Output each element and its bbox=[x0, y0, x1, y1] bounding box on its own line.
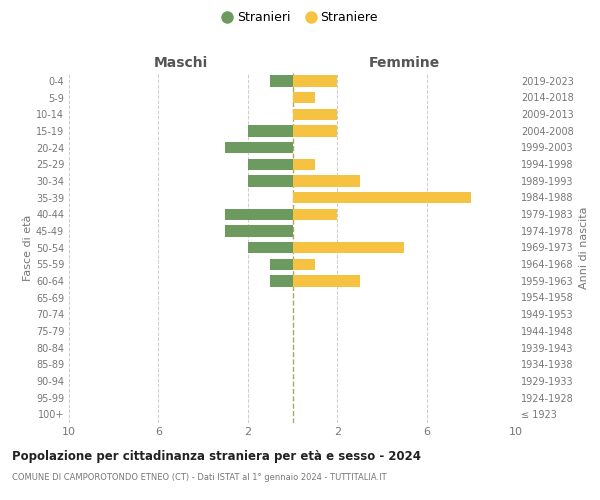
Bar bbox=[248, 242, 293, 253]
Text: Femmine: Femmine bbox=[368, 56, 440, 70]
Text: Popolazione per cittadinanza straniera per età e sesso - 2024: Popolazione per cittadinanza straniera p… bbox=[12, 450, 421, 463]
Bar bbox=[248, 158, 293, 170]
Bar bbox=[226, 142, 293, 153]
Text: Maschi: Maschi bbox=[154, 56, 208, 70]
Bar bbox=[248, 125, 293, 136]
Bar bbox=[226, 208, 293, 220]
Bar bbox=[293, 125, 337, 136]
Y-axis label: Anni di nascita: Anni di nascita bbox=[579, 206, 589, 288]
Bar bbox=[293, 208, 337, 220]
Text: COMUNE DI CAMPOROTONDO ETNEO (CT) - Dati ISTAT al 1° gennaio 2024 - TUTTITALIA.I: COMUNE DI CAMPOROTONDO ETNEO (CT) - Dati… bbox=[12, 472, 386, 482]
Bar bbox=[293, 275, 359, 286]
Bar bbox=[293, 92, 315, 103]
Bar bbox=[293, 158, 315, 170]
Bar bbox=[270, 75, 293, 86]
Bar bbox=[270, 258, 293, 270]
Y-axis label: Fasce di età: Fasce di età bbox=[23, 214, 33, 280]
Bar bbox=[293, 75, 337, 86]
Bar bbox=[293, 192, 472, 203]
Bar bbox=[293, 108, 337, 120]
Bar bbox=[293, 258, 315, 270]
Bar bbox=[270, 275, 293, 286]
Bar bbox=[293, 242, 404, 253]
Bar bbox=[226, 225, 293, 236]
Bar bbox=[293, 175, 359, 186]
Legend: Stranieri, Straniere: Stranieri, Straniere bbox=[217, 6, 383, 29]
Bar bbox=[248, 175, 293, 186]
